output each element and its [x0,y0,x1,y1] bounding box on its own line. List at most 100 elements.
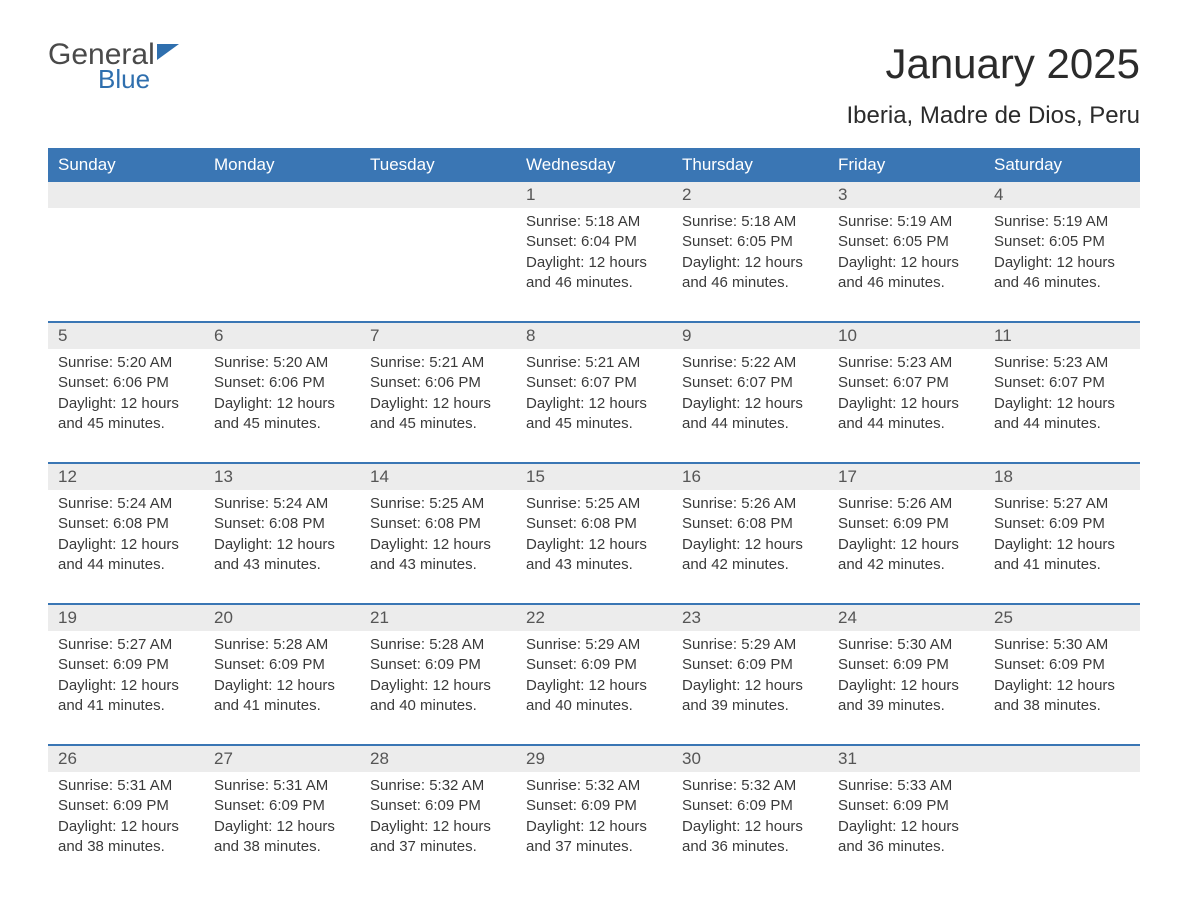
sunset-line: Sunset: 6:07 PM [682,373,818,393]
date-row: 19202122232425 [48,605,1140,631]
date-number: 7 [360,323,516,349]
sunrise-line: Sunrise: 5:19 AM [838,212,974,232]
sunset-line: Sunset: 6:07 PM [526,373,662,393]
day-cell: Sunrise: 5:27 AMSunset: 6:09 PMDaylight:… [48,631,204,744]
daylight-line: Daylight: 12 hours and 37 minutes. [370,817,506,858]
sunset-line: Sunset: 6:06 PM [370,373,506,393]
date-row: 567891011 [48,323,1140,349]
day-header-cell: Friday [828,148,984,182]
logo-text-block: General Blue [48,40,179,95]
sunrise-line: Sunrise: 5:23 AM [838,353,974,373]
daylight-line: Daylight: 12 hours and 44 minutes. [838,394,974,435]
daylight-line: Daylight: 12 hours and 40 minutes. [370,676,506,717]
day-cell: Sunrise: 5:31 AMSunset: 6:09 PMDaylight:… [204,772,360,885]
day-cell: Sunrise: 5:18 AMSunset: 6:05 PMDaylight:… [672,208,828,321]
content-row: Sunrise: 5:20 AMSunset: 6:06 PMDaylight:… [48,349,1140,462]
day-cell: Sunrise: 5:26 AMSunset: 6:09 PMDaylight:… [828,490,984,603]
day-cell [204,208,360,321]
day-cell: Sunrise: 5:28 AMSunset: 6:09 PMDaylight:… [360,631,516,744]
sunset-line: Sunset: 6:09 PM [526,796,662,816]
week-block: 19202122232425Sunrise: 5:27 AMSunset: 6:… [48,603,1140,744]
day-header-cell: Sunday [48,148,204,182]
sunset-line: Sunset: 6:06 PM [58,373,194,393]
sunrise-line: Sunrise: 5:32 AM [526,776,662,796]
day-cell: Sunrise: 5:32 AMSunset: 6:09 PMDaylight:… [360,772,516,885]
date-number: 15 [516,464,672,490]
date-number [984,746,1140,772]
date-number: 21 [360,605,516,631]
content-row: Sunrise: 5:27 AMSunset: 6:09 PMDaylight:… [48,631,1140,744]
date-number: 16 [672,464,828,490]
date-number [48,182,204,208]
date-number: 27 [204,746,360,772]
logo: General Blue [48,40,179,95]
daylight-line: Daylight: 12 hours and 44 minutes. [682,394,818,435]
calendar: SundayMondayTuesdayWednesdayThursdayFrid… [48,148,1140,885]
date-number: 26 [48,746,204,772]
sunrise-line: Sunrise: 5:27 AM [994,494,1130,514]
day-cell: Sunrise: 5:18 AMSunset: 6:04 PMDaylight:… [516,208,672,321]
date-number: 3 [828,182,984,208]
daylight-line: Daylight: 12 hours and 45 minutes. [370,394,506,435]
day-cell: Sunrise: 5:30 AMSunset: 6:09 PMDaylight:… [828,631,984,744]
sunset-line: Sunset: 6:08 PM [370,514,506,534]
sunrise-line: Sunrise: 5:26 AM [682,494,818,514]
day-cell: Sunrise: 5:32 AMSunset: 6:09 PMDaylight:… [516,772,672,885]
sunrise-line: Sunrise: 5:25 AM [370,494,506,514]
sunset-line: Sunset: 6:09 PM [682,655,818,675]
sunset-line: Sunset: 6:08 PM [214,514,350,534]
sunrise-line: Sunrise: 5:20 AM [58,353,194,373]
day-cell [360,208,516,321]
sunset-line: Sunset: 6:09 PM [214,655,350,675]
sunrise-line: Sunrise: 5:31 AM [58,776,194,796]
day-cell: Sunrise: 5:20 AMSunset: 6:06 PMDaylight:… [204,349,360,462]
sunrise-line: Sunrise: 5:28 AM [370,635,506,655]
day-cell: Sunrise: 5:24 AMSunset: 6:08 PMDaylight:… [48,490,204,603]
daylight-line: Daylight: 12 hours and 43 minutes. [526,535,662,576]
sunrise-line: Sunrise: 5:18 AM [682,212,818,232]
sunset-line: Sunset: 6:09 PM [214,796,350,816]
sunset-line: Sunset: 6:09 PM [838,796,974,816]
sunset-line: Sunset: 6:09 PM [370,796,506,816]
sunrise-line: Sunrise: 5:20 AM [214,353,350,373]
date-number: 25 [984,605,1140,631]
sunset-line: Sunset: 6:06 PM [214,373,350,393]
day-cell: Sunrise: 5:25 AMSunset: 6:08 PMDaylight:… [360,490,516,603]
daylight-line: Daylight: 12 hours and 40 minutes. [526,676,662,717]
daylight-line: Daylight: 12 hours and 44 minutes. [994,394,1130,435]
location-text: Iberia, Madre de Dios, Peru [847,102,1140,130]
day-header-cell: Wednesday [516,148,672,182]
sunrise-line: Sunrise: 5:21 AM [370,353,506,373]
content-row: Sunrise: 5:24 AMSunset: 6:08 PMDaylight:… [48,490,1140,603]
date-number: 30 [672,746,828,772]
logo-flag-icon [157,44,179,60]
day-cell: Sunrise: 5:22 AMSunset: 6:07 PMDaylight:… [672,349,828,462]
daylight-line: Daylight: 12 hours and 45 minutes. [526,394,662,435]
daylight-line: Daylight: 12 hours and 46 minutes. [682,253,818,294]
daylight-line: Daylight: 12 hours and 42 minutes. [682,535,818,576]
sunrise-line: Sunrise: 5:18 AM [526,212,662,232]
sunrise-line: Sunrise: 5:30 AM [994,635,1130,655]
sunset-line: Sunset: 6:09 PM [838,655,974,675]
week-block: 262728293031Sunrise: 5:31 AMSunset: 6:09… [48,744,1140,885]
content-row: Sunrise: 5:18 AMSunset: 6:04 PMDaylight:… [48,208,1140,321]
sunrise-line: Sunrise: 5:25 AM [526,494,662,514]
sunset-line: Sunset: 6:09 PM [994,655,1130,675]
sunset-line: Sunset: 6:08 PM [58,514,194,534]
date-number: 10 [828,323,984,349]
daylight-line: Daylight: 12 hours and 43 minutes. [214,535,350,576]
sunset-line: Sunset: 6:09 PM [682,796,818,816]
date-number: 13 [204,464,360,490]
sunrise-line: Sunrise: 5:28 AM [214,635,350,655]
sunset-line: Sunset: 6:05 PM [838,232,974,252]
sunrise-line: Sunrise: 5:29 AM [526,635,662,655]
day-header-cell: Saturday [984,148,1140,182]
date-number: 1 [516,182,672,208]
sunset-line: Sunset: 6:09 PM [370,655,506,675]
sunrise-line: Sunrise: 5:31 AM [214,776,350,796]
sunrise-line: Sunrise: 5:32 AM [682,776,818,796]
day-cell: Sunrise: 5:30 AMSunset: 6:09 PMDaylight:… [984,631,1140,744]
date-number: 31 [828,746,984,772]
date-number [360,182,516,208]
sunrise-line: Sunrise: 5:30 AM [838,635,974,655]
